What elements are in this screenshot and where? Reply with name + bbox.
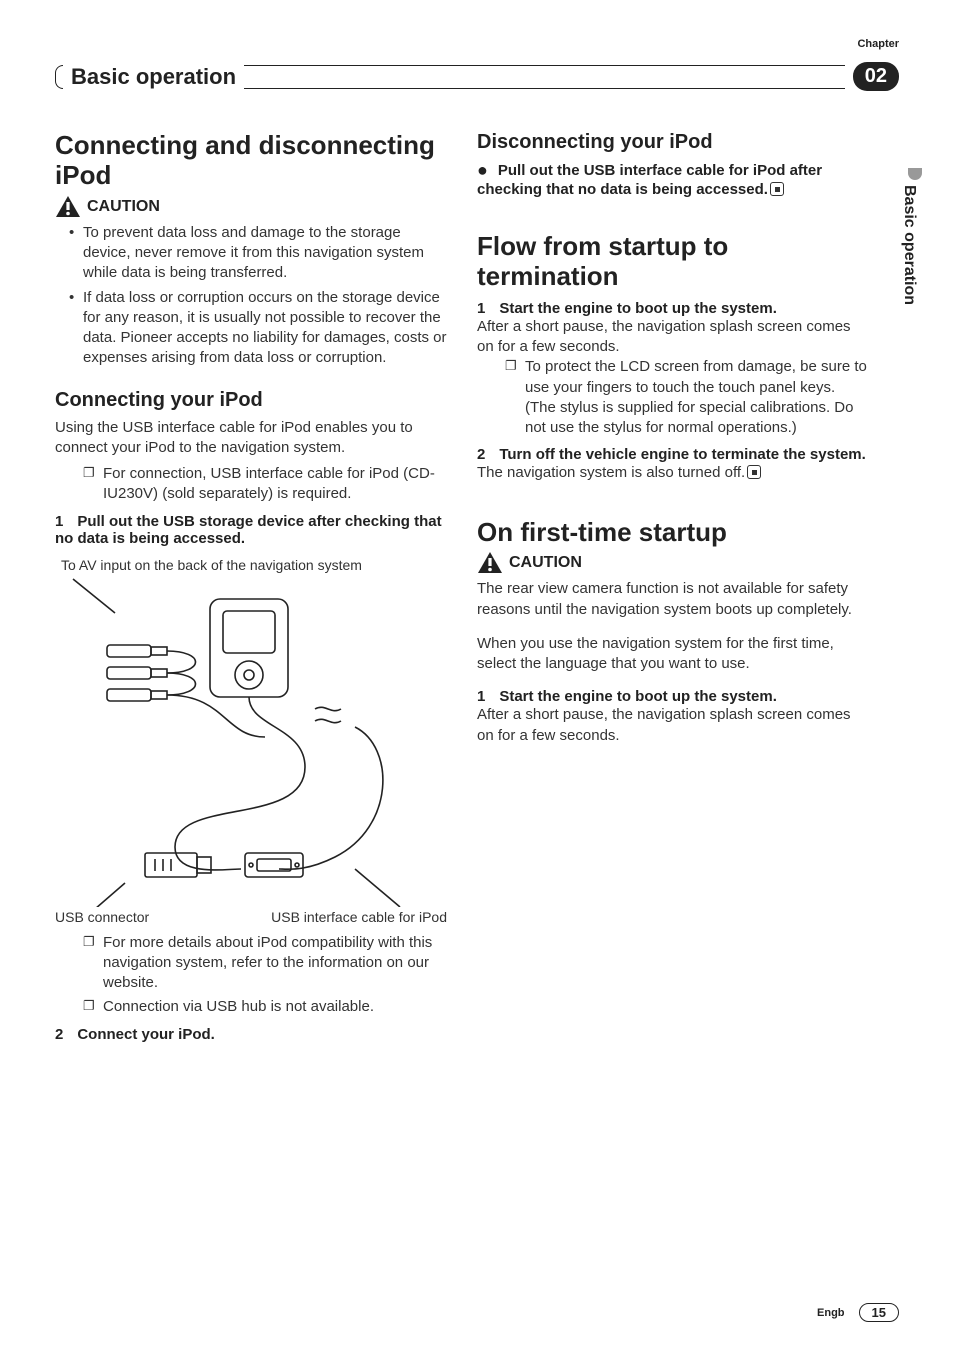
step-number: 1 xyxy=(477,688,485,705)
side-tab-accent xyxy=(908,168,922,180)
caution-label: CAUTION xyxy=(509,554,582,572)
note-item: Connection via USB hub is not available. xyxy=(83,997,447,1017)
chapter-number-badge: 02 xyxy=(853,62,899,91)
step-number: 1 xyxy=(55,513,63,530)
figure-caption-usb-connector: USB connector xyxy=(55,909,149,925)
caution-heading: CAUTION xyxy=(55,195,447,219)
page-header: Basic operation 02 xyxy=(55,62,899,91)
step-number: 2 xyxy=(477,446,485,463)
caution-bullet: To prevent data loss and damage to the s… xyxy=(69,223,447,284)
subsection-connecting: Connecting your iPod xyxy=(55,389,447,412)
connecting-notes: For connection, USB interface cable for … xyxy=(55,464,447,505)
step-1-heading: 1Pull out the USB storage device after c… xyxy=(55,513,447,547)
connection-figure: To AV input on the back of the navigatio… xyxy=(55,557,447,925)
flow-step-1-body: After a short pause, the navigation spla… xyxy=(477,317,869,358)
bullet-icon: ● xyxy=(477,160,488,180)
connecting-intro: Using the USB interface cable for iPod e… xyxy=(55,418,447,459)
flow-step-2-body: The navigation system is also turned off… xyxy=(477,463,869,483)
figure-captions-bottom: USB connector USB interface cable for iP… xyxy=(55,909,447,925)
figure-caption-top: To AV input on the back of the navigatio… xyxy=(61,557,447,573)
step-number: 2 xyxy=(55,1026,63,1043)
after-figure-notes: For more details about iPod compatibilit… xyxy=(55,933,447,1018)
page-footer: Engb 15 xyxy=(817,1303,899,1322)
step-2-heading: 2 Connect your iPod. xyxy=(55,1026,447,1043)
subsection-disconnecting: Disconnecting your iPod xyxy=(477,131,869,154)
step-title: Connect your iPod. xyxy=(77,1026,215,1043)
caution-bullet-list: To prevent data loss and damage to the s… xyxy=(55,223,447,369)
first-caution-body: The rear view camera function is not ava… xyxy=(477,579,869,620)
right-column: Disconnecting your iPod ●Pull out the US… xyxy=(477,131,899,1043)
note-item: For more details about iPod compatibilit… xyxy=(83,933,447,994)
header-title: Basic operation xyxy=(71,64,236,90)
content-columns: Connecting and disconnecting iPod CAUTIO… xyxy=(55,131,899,1043)
flow-step-2-text: The navigation system is also turned off… xyxy=(477,464,745,481)
first-step-1-body: After a short pause, the navigation spla… xyxy=(477,705,869,746)
section-first-time: On first-time startup xyxy=(477,518,869,548)
caution-label: CAUTION xyxy=(87,198,160,216)
header-rule xyxy=(244,65,845,89)
flow-step-1-heading: 1 Start the engine to boot up the system. xyxy=(477,300,869,317)
section-flow: Flow from startup to termination xyxy=(477,232,869,292)
end-mark-icon xyxy=(770,182,784,196)
caution-heading: CAUTION xyxy=(477,551,869,575)
disconnect-instruction: ●Pull out the USB interface cable for iP… xyxy=(477,160,869,198)
first-intro: When you use the navigation system for t… xyxy=(477,634,869,675)
note-item: To protect the LCD screen from damage, b… xyxy=(505,357,869,438)
flow-step-2-heading: 2 Turn off the vehicle engine to terminat… xyxy=(477,446,869,463)
flow-step-1-notes: To protect the LCD screen from damage, b… xyxy=(477,357,869,438)
footer-page-number: 15 xyxy=(859,1303,899,1322)
caution-icon xyxy=(55,195,81,219)
left-column: Connecting and disconnecting iPod CAUTIO… xyxy=(55,131,447,1043)
first-step-1-heading: 1 Start the engine to boot up the system. xyxy=(477,688,869,705)
step-title: Start the engine to boot up the system. xyxy=(499,688,777,705)
step-number: 1 xyxy=(477,300,485,317)
end-mark-icon xyxy=(747,465,761,479)
step-title: Start the engine to boot up the system. xyxy=(499,300,777,317)
chapter-label: Chapter xyxy=(857,38,899,50)
figure-caption-interface-cable: USB interface cable for iPod xyxy=(271,909,447,925)
note-item: For connection, USB interface cable for … xyxy=(83,464,447,505)
caution-bullet: If data loss or corruption occurs on the… xyxy=(69,288,447,369)
section-connecting-disconnecting: Connecting and disconnecting iPod xyxy=(55,131,447,191)
connection-diagram-svg xyxy=(55,577,425,907)
step-title: Pull out the USB storage device after ch… xyxy=(55,513,442,547)
step-title: Turn off the vehicle engine to terminate… xyxy=(499,446,865,463)
caution-icon xyxy=(477,551,503,575)
side-tab-label: Basic operation xyxy=(900,185,918,305)
footer-language: Engb xyxy=(817,1307,845,1319)
header-bracket-left xyxy=(55,65,63,89)
